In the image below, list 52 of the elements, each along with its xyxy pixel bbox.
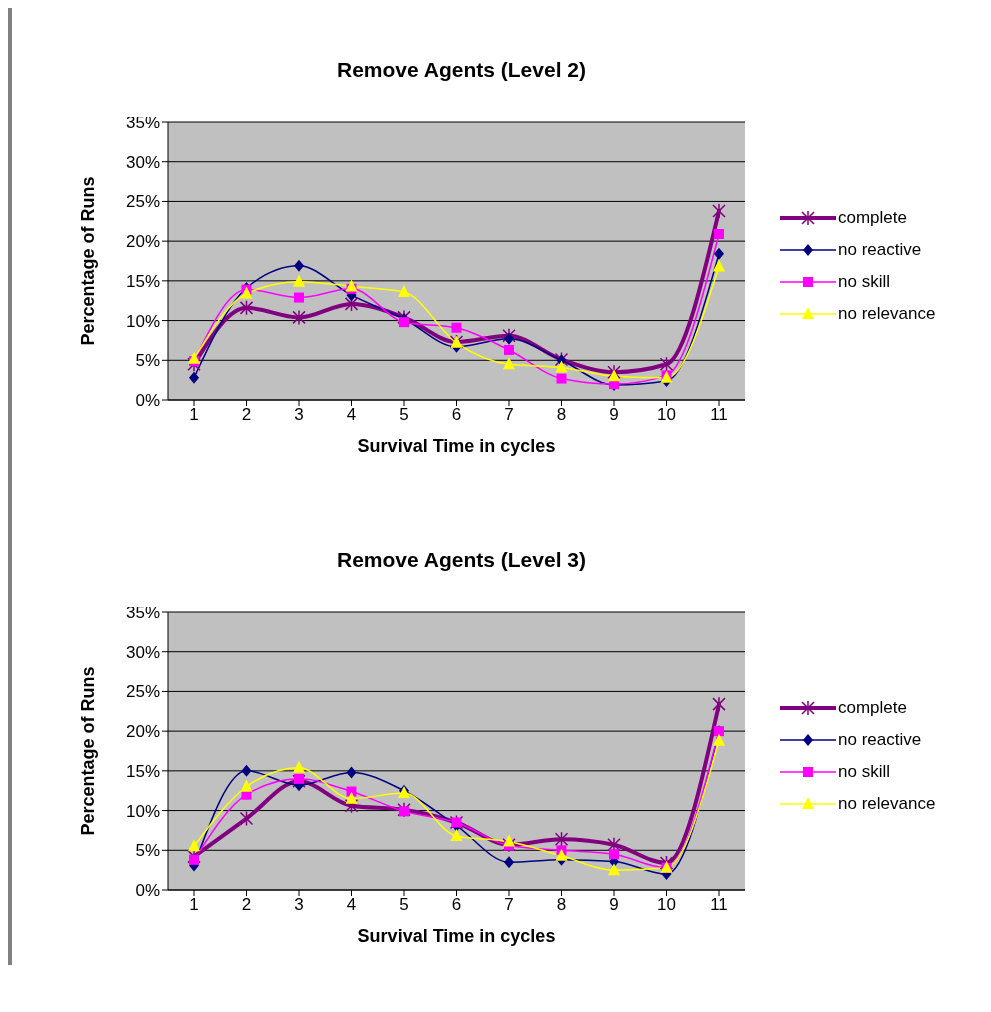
y-tick-label: 25%: [125, 682, 160, 702]
x-tick-label: 7: [504, 405, 514, 425]
x-axis-title: Survival Time in cycles: [357, 436, 556, 456]
x-tick-label: 10: [657, 895, 676, 915]
x-tick-label: 6: [451, 895, 462, 915]
x-tick-label: 11: [710, 405, 728, 425]
legend-label: no reactive: [838, 730, 922, 750]
y-tick-label: 15%: [125, 761, 160, 781]
legend-label: complete: [838, 698, 907, 718]
y-tick-label: 20%: [125, 232, 160, 252]
y-tick-label: 10%: [125, 801, 160, 821]
legend-label: no skill: [838, 272, 890, 292]
legend-label: no reactive: [838, 240, 922, 260]
y-tick-label: 0%: [135, 391, 160, 411]
x-tick-label: 1: [189, 895, 199, 915]
x-tick-label: 2: [241, 405, 252, 425]
y-tick-label: 5%: [135, 841, 160, 861]
y-tick-label: 5%: [135, 351, 160, 371]
x-tick-label: 3: [294, 405, 304, 425]
x-tick-label: 9: [609, 405, 619, 425]
y-tick-label: 35%: [125, 603, 160, 623]
x-tick-label: 5: [399, 405, 409, 425]
x-tick-label: 6: [451, 405, 462, 425]
chart-title: Remove Agents (Level 2): [336, 58, 587, 83]
x-tick-label: 5: [399, 895, 409, 915]
legend-label: no skill: [838, 762, 890, 782]
y-tick-label: 30%: [125, 152, 160, 172]
y-axis-title: Percentage of Runs: [78, 176, 99, 346]
chart-title: Remove Agents (Level 3): [336, 548, 587, 573]
legend-label: no relevance: [838, 304, 936, 324]
legend-label: complete: [838, 208, 907, 228]
x-tick-label: 1: [189, 405, 199, 425]
legend-label: no relevance: [838, 794, 936, 814]
y-tick-label: 30%: [125, 642, 160, 662]
y-axis-title: Percentage of Runs: [78, 666, 99, 836]
x-tick-label: 4: [346, 405, 357, 425]
x-tick-label: 11: [710, 895, 728, 915]
y-tick-label: 15%: [125, 271, 160, 291]
y-tick-label: 20%: [125, 722, 160, 742]
x-tick-label: 3: [294, 895, 304, 915]
y-tick-label: 25%: [125, 192, 160, 212]
x-tick-label: 4: [346, 895, 357, 915]
y-tick-label: 35%: [125, 113, 160, 133]
y-tick-label: 10%: [125, 311, 160, 331]
y-tick-label: 0%: [135, 881, 160, 901]
x-tick-label: 8: [556, 405, 567, 425]
x-tick-label: 10: [657, 405, 676, 425]
x-tick-label: 9: [609, 895, 619, 915]
x-tick-label: 8: [556, 895, 567, 915]
x-tick-label: 7: [504, 895, 514, 915]
x-tick-label: 2: [241, 895, 252, 915]
x-axis-title: Survival Time in cycles: [357, 926, 556, 946]
